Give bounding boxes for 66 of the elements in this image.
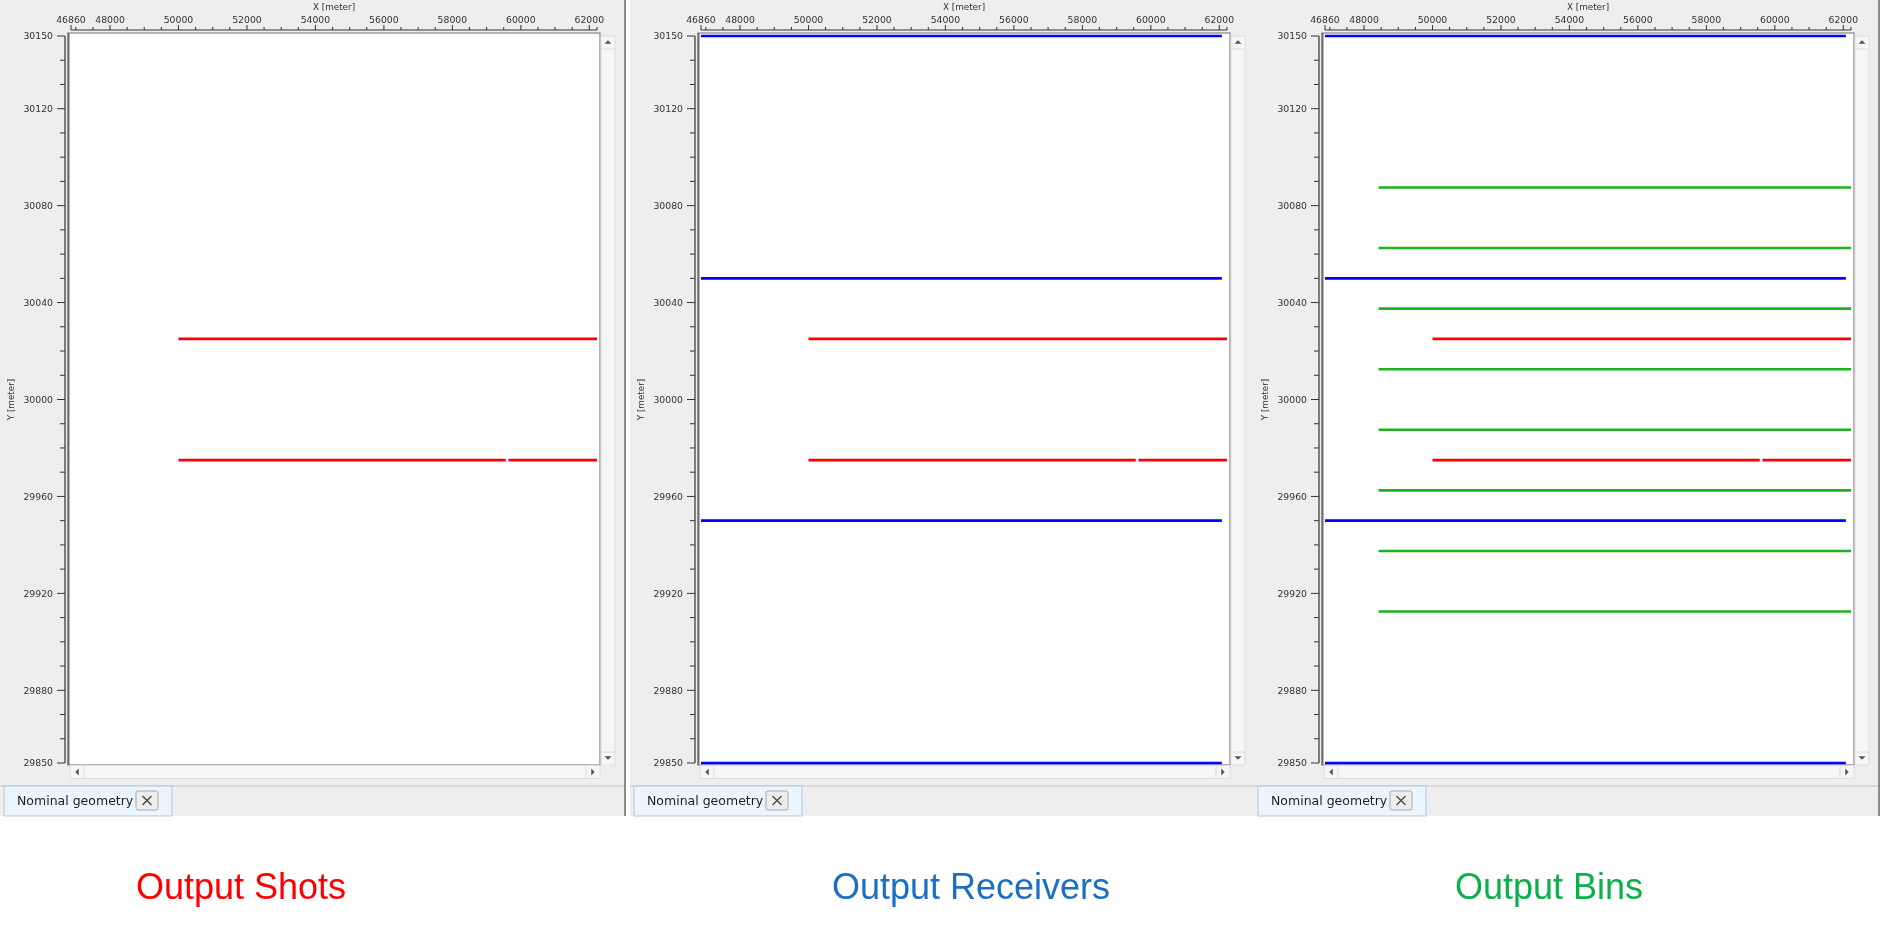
x-tick-label: 46860 xyxy=(1310,13,1340,25)
x-tick-label: 58000 xyxy=(1067,13,1098,25)
x-tick-label: 62000 xyxy=(1204,13,1235,25)
x-tick-label: 62000 xyxy=(574,13,605,25)
y-tick-label: 29880 xyxy=(653,684,684,696)
x-tick-label: 54000 xyxy=(930,13,961,25)
y-tick-label: 30120 xyxy=(23,102,54,114)
text: Output Shots xyxy=(135,866,347,907)
x-tick-label: 46860 xyxy=(56,13,86,25)
y-tick-label: 30150 xyxy=(23,30,54,42)
y-tick-label: 30080 xyxy=(653,199,684,211)
y-tick-label: 30120 xyxy=(653,102,684,114)
x-tick-label: 58000 xyxy=(1691,13,1722,25)
x-tick-label: 60000 xyxy=(1136,13,1166,25)
x-tick-label: 52000 xyxy=(1486,13,1516,25)
x-axis-title: X [meter] xyxy=(942,1,986,12)
x-tick-label: 62000 xyxy=(1828,13,1859,25)
y-tick-label: 30150 xyxy=(1277,30,1308,42)
x-tick-label: 48000 xyxy=(1349,13,1379,25)
x-tick-label: 52000 xyxy=(862,13,892,25)
x-tick-label: 56000 xyxy=(369,13,399,25)
text: Nominal geometry xyxy=(647,793,764,808)
x-tick-label: 50000 xyxy=(1417,13,1448,25)
y-tick-label: 30000 xyxy=(653,393,684,405)
y-tick-label: 30120 xyxy=(1277,102,1308,114)
x-axis-title: X [meter] xyxy=(1566,1,1610,12)
x-tick-label: 60000 xyxy=(1760,13,1790,25)
y-tick-label: 30150 xyxy=(653,30,684,42)
x-tick-label: 50000 xyxy=(163,13,194,25)
y-tick-label: 29880 xyxy=(1277,684,1308,696)
y-tick-label: 29920 xyxy=(1277,587,1308,599)
x-tick-label: 50000 xyxy=(793,13,824,25)
y-axis-title: Y [meter] xyxy=(636,378,646,422)
y-axis-title: Y [meter] xyxy=(6,378,16,422)
y-tick-label: 29920 xyxy=(23,587,54,599)
y-tick-label: 30000 xyxy=(23,393,54,405)
x-tick-label: 48000 xyxy=(95,13,125,25)
x-tick-label: 56000 xyxy=(1623,13,1653,25)
x-tick-label: 58000 xyxy=(437,13,468,25)
y-tick-label: 29960 xyxy=(1277,490,1308,502)
y-tick-label: 29850 xyxy=(1277,757,1308,769)
y-tick-label: 29960 xyxy=(653,490,684,502)
y-tick-label: 30040 xyxy=(1277,296,1308,308)
y-tick-label: 29960 xyxy=(23,490,54,502)
x-tick-label: 60000 xyxy=(506,13,536,25)
y-tick-label: 30080 xyxy=(1277,199,1308,211)
y-tick-label: 30040 xyxy=(23,296,54,308)
x-tick-label: 56000 xyxy=(999,13,1029,25)
text: Nominal geometry xyxy=(17,793,134,808)
y-tick-label: 29850 xyxy=(23,757,54,769)
y-axis-title: Y [meter] xyxy=(1260,378,1270,422)
y-tick-label: 29920 xyxy=(653,587,684,599)
y-tick-label: 30080 xyxy=(23,199,54,211)
x-tick-label: 48000 xyxy=(725,13,755,25)
text: Output Bins xyxy=(1454,866,1644,907)
text: Nominal geometry xyxy=(1271,793,1388,808)
x-tick-label: 54000 xyxy=(300,13,331,25)
x-tick-label: 46860 xyxy=(686,13,716,25)
y-tick-label: 29850 xyxy=(653,757,684,769)
y-tick-label: 30000 xyxy=(1277,393,1308,405)
x-tick-label: 54000 xyxy=(1554,13,1585,25)
y-tick-label: 30040 xyxy=(653,296,684,308)
x-tick-label: 52000 xyxy=(232,13,262,25)
y-tick-label: 29880 xyxy=(23,684,54,696)
x-axis-title: X [meter] xyxy=(312,1,356,12)
text: Output Receivers xyxy=(831,866,1111,907)
